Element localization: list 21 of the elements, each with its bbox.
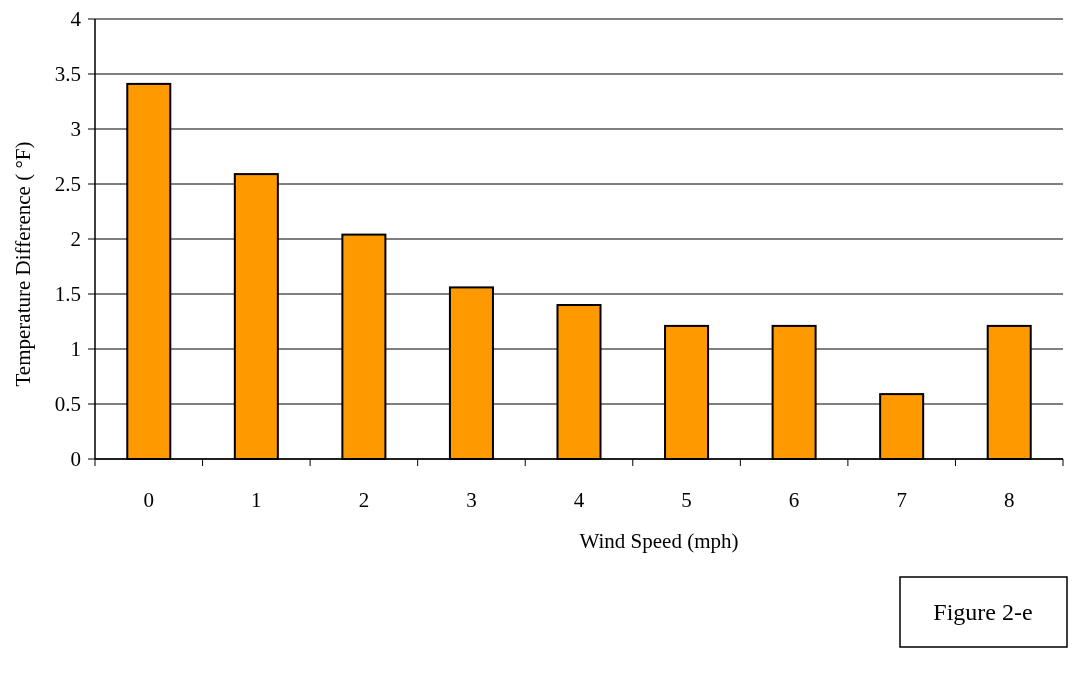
x-axis-title: Wind Speed (mph) bbox=[579, 529, 739, 553]
x-tick-label: 1 bbox=[251, 488, 262, 512]
y-tick-label: 4 bbox=[70, 7, 82, 32]
x-tick-label: 7 bbox=[896, 488, 907, 512]
x-tick-label: 4 bbox=[573, 488, 585, 512]
y-tick-label: 1 bbox=[70, 337, 81, 362]
caption: Figure 2-e bbox=[933, 599, 1033, 626]
x-tick-label: 6 bbox=[788, 488, 800, 512]
y-tick-label: 3 bbox=[70, 117, 81, 142]
y-tick-label: 2 bbox=[70, 227, 81, 252]
x-tick-label: 5 bbox=[681, 488, 692, 512]
y-tick-label: 0 bbox=[70, 447, 81, 472]
y-tick-label: 3.5 bbox=[54, 62, 81, 87]
x-tick-label: 0 bbox=[143, 488, 155, 512]
y-tick-label: 1.5 bbox=[54, 282, 81, 307]
y-tick-label: 2.5 bbox=[54, 172, 81, 197]
y-tick-label: 0.5 bbox=[54, 392, 81, 417]
y-axis-title: Temperature Difference ( °F) bbox=[11, 141, 35, 387]
x-tick-label: 3 bbox=[466, 488, 477, 512]
x-tick-label: 2 bbox=[358, 488, 370, 512]
x-tick-label: 8 bbox=[1003, 488, 1015, 512]
